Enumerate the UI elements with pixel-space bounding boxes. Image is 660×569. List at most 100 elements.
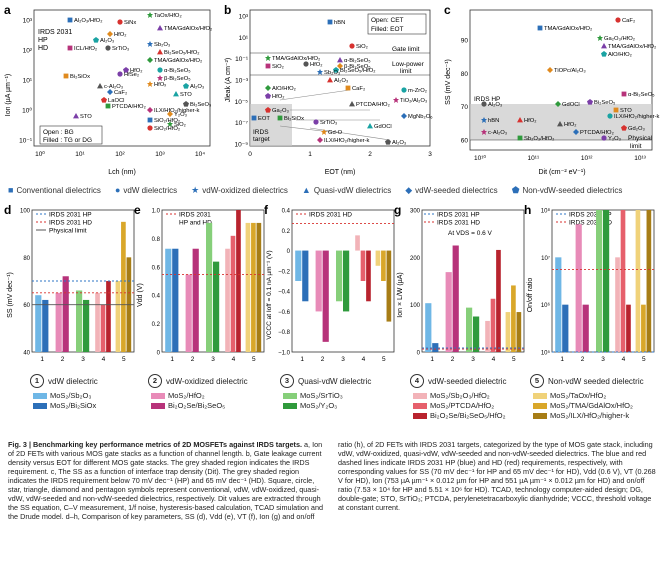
panel-c-irds-region bbox=[470, 104, 652, 140]
panel-f-ytick-5: 0 bbox=[287, 249, 291, 255]
panel-h-bar-4-2 bbox=[596, 210, 603, 352]
panel-e-bar-10-4 bbox=[251, 222, 256, 352]
panel-b-label: b bbox=[224, 3, 231, 17]
panel-a-point-28 bbox=[167, 111, 173, 117]
caption-title: Fig. 3 | Benchmarking key performance me… bbox=[8, 440, 302, 449]
legend-oxidized: ★ vdW-oxidized dielectrics bbox=[191, 184, 288, 195]
panel-a-point-label-7: SrTiO₃ bbox=[112, 46, 130, 52]
panel-b-point-label-18: Bi₂SiOx bbox=[284, 116, 304, 122]
panel-g-bar-11-4 bbox=[516, 312, 522, 352]
panel-b-point-label-13: m-ZrO₂ bbox=[408, 88, 427, 94]
panel-a: a IRDS 2031 HP HD Al₂O₃/HfO₂ SiNx TaOx/HfO… bbox=[4, 3, 212, 176]
panel-b-box bbox=[367, 13, 427, 35]
panel-e-ytick-1: 0.2 bbox=[152, 322, 161, 328]
panel-b-point-label-6: SiO₂ bbox=[272, 64, 284, 70]
panel-b-point-5 bbox=[333, 67, 339, 73]
panel-g-ytick-3: 300 bbox=[410, 209, 421, 215]
panel-b-point-13 bbox=[401, 87, 407, 93]
panel-a-point-1 bbox=[117, 19, 123, 25]
panel-e-ytick-3: 0.6 bbox=[152, 265, 161, 271]
panel-a-point-label-24: SiO₂/HfO₂ bbox=[154, 118, 180, 124]
panel-f-ytick-7: 0.4 bbox=[282, 209, 291, 215]
panel-b-point-label-7: HfO₂ bbox=[310, 62, 323, 68]
panel-a-point-27 bbox=[73, 113, 79, 119]
panel-a-point-label-6: ICL/HfO₂ bbox=[74, 46, 97, 52]
panel-h-legend-hd: IRDS 2031 HD bbox=[569, 220, 612, 227]
panel-c-point-label-3: TMA/GdAlOx/HfO₂ bbox=[608, 44, 656, 50]
panel-d-xtick-0: 1 bbox=[40, 356, 44, 363]
panel-d-legend-hd: IRDS 2031 HD bbox=[49, 220, 92, 227]
panel-d-xtick-2: 3 bbox=[81, 356, 85, 363]
panel-c-point-label-1: CaF₂ bbox=[622, 18, 635, 24]
panel-c-point-19 bbox=[601, 135, 607, 141]
panel-c-point-5 bbox=[601, 51, 607, 57]
legend-nonseeded-label: Non-vdW-seeded dielectrics bbox=[522, 185, 623, 195]
panel-d-xtick-4: 5 bbox=[122, 356, 126, 363]
panel-a-point-20 bbox=[147, 81, 153, 87]
panel-b-ytick-tick-5: 10¹ bbox=[239, 35, 249, 42]
legend-conventional-label: Conventional dielectrics bbox=[16, 185, 101, 195]
panel-c-point-label-2: Ga₂O₃/HfO₂ bbox=[604, 36, 635, 42]
panel-a-point-label-15: c-Al₂O₃ bbox=[104, 84, 124, 90]
group-5-item-1: MoS₂/TaOx/HfO₂ bbox=[550, 391, 607, 400]
panel-c-point-14 bbox=[481, 129, 487, 135]
panel-a-point-label-25: SiO₂/HfO₂ bbox=[154, 126, 180, 132]
group-2-item-2: Bi₂O₂Se/Bi₂SeO₅ bbox=[168, 401, 226, 410]
panel-h-ylabel: On/off ratio bbox=[527, 278, 534, 313]
panel-b-point-label-17: Ga₂O₃ bbox=[272, 108, 289, 114]
panel-c: c IRDS HP Physical limit TMA/GdAlOx/HfO₂… bbox=[444, 3, 660, 176]
panel-b-ytick-tick-6: 10³ bbox=[239, 14, 249, 21]
panel-c-point-label-13: ILX/HfO₂/higher-k bbox=[614, 114, 660, 120]
legend-quasi-label: Quasi-vdW dielectrics bbox=[313, 185, 392, 195]
panel-c-point-label-10: GdOCl bbox=[562, 102, 580, 108]
panel-b-irds-region bbox=[250, 104, 292, 146]
panel-h-ytick-3: 10⁸ bbox=[541, 208, 551, 215]
panel-a-label: a bbox=[4, 3, 11, 17]
group-2-swatch-2 bbox=[151, 402, 165, 409]
panel-a-point-8 bbox=[147, 41, 153, 47]
panel-a-plot-frame bbox=[33, 9, 211, 147]
panel-g-ylabel: Ion × L/W (µA) bbox=[397, 272, 404, 317]
panel-g-ytick-0: 0 bbox=[417, 351, 421, 357]
panel-c-point-12 bbox=[613, 107, 619, 113]
stack-group-2: 2 vdW-oxidized dielectric MoS₂/HfO₂ Bi₂O₂… bbox=[148, 374, 248, 410]
group-4-item-1: MoS₂/Sb₂O₃/HfO₂ bbox=[430, 391, 490, 400]
panel-a-point-label-16: CaF₂ bbox=[114, 90, 127, 96]
panel-d-bar-6-3 bbox=[95, 292, 100, 352]
panel-a-point-4 bbox=[107, 31, 113, 37]
circle-icon: ● bbox=[114, 184, 121, 195]
panel-h-xtick-3: 4 bbox=[622, 356, 626, 363]
star-icon: ★ bbox=[191, 184, 200, 195]
stack-group-5: 5 Non-vdW seeded dielectric MoS₂/TaOx/HfO… bbox=[530, 374, 644, 420]
panel-f-legend-hd: IRDS 2031 HD bbox=[309, 212, 352, 219]
panel-f-bar-0-0 bbox=[295, 250, 302, 281]
panel-a-point-label-21: STO bbox=[180, 92, 192, 98]
panel-b-point-14 bbox=[393, 97, 399, 103]
panel-b-point-label-2: TMA/GdAlOx/HfO₂ bbox=[272, 56, 320, 62]
panel-b-trend-line-0 bbox=[279, 89, 351, 101]
triangle-icon: ▲ bbox=[301, 184, 311, 195]
panel-e-label: e bbox=[134, 203, 141, 217]
group-2-item-1: MoS₂/HfO₂ bbox=[168, 391, 205, 400]
group-3-swatch-2 bbox=[283, 402, 297, 409]
panel-b-point-label-19: SrTiO₃ bbox=[320, 120, 338, 126]
panel-a-xtick-tick-1: 10¹ bbox=[75, 151, 85, 158]
panel-d-bar-0-0 bbox=[35, 295, 42, 352]
panel-a-point-23 bbox=[183, 101, 189, 107]
panel-c-point-label-19: Y₂O₃ bbox=[608, 136, 622, 142]
panel-d-ytick-3: 100 bbox=[20, 209, 31, 215]
panel-g-xtick-0: 1 bbox=[430, 356, 434, 363]
panel-a-point-16 bbox=[107, 89, 113, 95]
panel-c-xtick-tick-3: 10¹³ bbox=[634, 155, 646, 162]
panel-b-point-label-24: EOT bbox=[258, 116, 270, 122]
panel-c-ylabel: SS (mV dec⁻¹) bbox=[445, 59, 452, 105]
group-4-item-2: MoS₂/PTCDA/HfO₂ bbox=[430, 401, 495, 410]
panel-a-point-7 bbox=[105, 45, 111, 51]
panel-c-ytick-tick-2: 80 bbox=[461, 71, 469, 78]
panel-a-xtick-tick-0: 10⁰ bbox=[35, 150, 45, 158]
panel-h-legend: IRDS 2031 HP IRDS 2031 HD bbox=[556, 212, 612, 227]
panel-e-bar-8-3 bbox=[236, 210, 241, 352]
group-3-swatch-1 bbox=[283, 392, 297, 399]
panel-h-ytick-2: 10⁷ bbox=[541, 255, 550, 262]
group-1-item-2: MoS₂/Bi₂SiOx bbox=[50, 401, 97, 410]
